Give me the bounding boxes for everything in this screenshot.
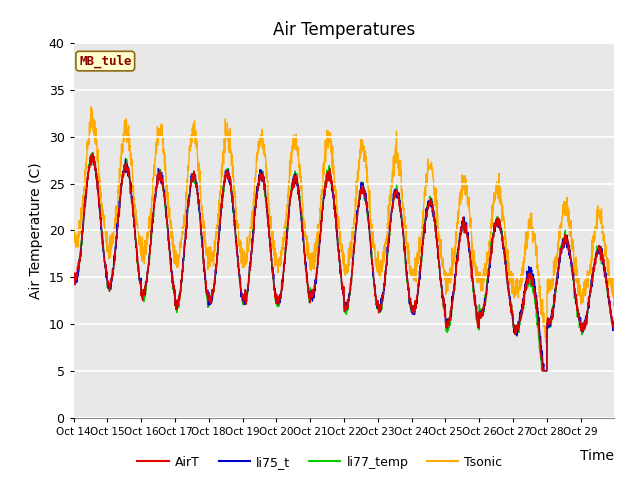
li75_t bbox=[507, 301, 515, 307]
li77_temp bbox=[70, 274, 77, 280]
Text: Time: Time bbox=[580, 449, 614, 463]
li77_temp bbox=[241, 301, 248, 307]
AirT bbox=[538, 356, 545, 361]
Tsonic bbox=[377, 275, 385, 281]
AirT bbox=[124, 165, 132, 170]
li77_temp bbox=[89, 150, 97, 156]
li77_temp bbox=[377, 309, 385, 315]
li77_temp bbox=[538, 361, 545, 367]
Title: Air Temperatures: Air Temperatures bbox=[273, 21, 415, 39]
li77_temp bbox=[611, 324, 618, 330]
AirT bbox=[377, 307, 385, 313]
AirT bbox=[539, 368, 547, 373]
Tsonic bbox=[611, 299, 618, 304]
li77_temp bbox=[538, 368, 546, 373]
Line: li75_t: li75_t bbox=[74, 156, 614, 371]
Text: MB_tule: MB_tule bbox=[79, 54, 131, 68]
li75_t bbox=[89, 153, 97, 159]
AirT bbox=[604, 285, 611, 290]
Legend: AirT, li75_t, li77_temp, Tsonic: AirT, li75_t, li77_temp, Tsonic bbox=[132, 451, 508, 474]
Tsonic bbox=[538, 297, 545, 302]
li75_t bbox=[377, 304, 385, 310]
Y-axis label: Air Temperature (C): Air Temperature (C) bbox=[29, 162, 43, 299]
Tsonic bbox=[88, 104, 95, 109]
AirT bbox=[241, 297, 248, 302]
Line: li77_temp: li77_temp bbox=[74, 153, 614, 371]
AirT bbox=[70, 275, 77, 281]
li77_temp bbox=[507, 305, 515, 311]
Tsonic bbox=[542, 340, 550, 346]
AirT bbox=[507, 303, 515, 309]
Tsonic bbox=[241, 263, 248, 268]
Tsonic bbox=[604, 258, 611, 264]
Line: Tsonic: Tsonic bbox=[74, 107, 614, 343]
Tsonic bbox=[70, 226, 77, 232]
AirT bbox=[89, 151, 97, 156]
Tsonic bbox=[124, 136, 132, 142]
li77_temp bbox=[604, 278, 611, 284]
li75_t bbox=[70, 272, 77, 277]
li75_t bbox=[611, 323, 618, 328]
Line: AirT: AirT bbox=[74, 154, 614, 371]
li75_t bbox=[241, 299, 248, 304]
li75_t bbox=[540, 368, 548, 373]
li75_t bbox=[124, 173, 132, 179]
li75_t bbox=[604, 283, 611, 289]
li77_temp bbox=[124, 168, 132, 174]
Tsonic bbox=[507, 276, 515, 282]
li75_t bbox=[538, 344, 545, 349]
AirT bbox=[611, 325, 618, 331]
